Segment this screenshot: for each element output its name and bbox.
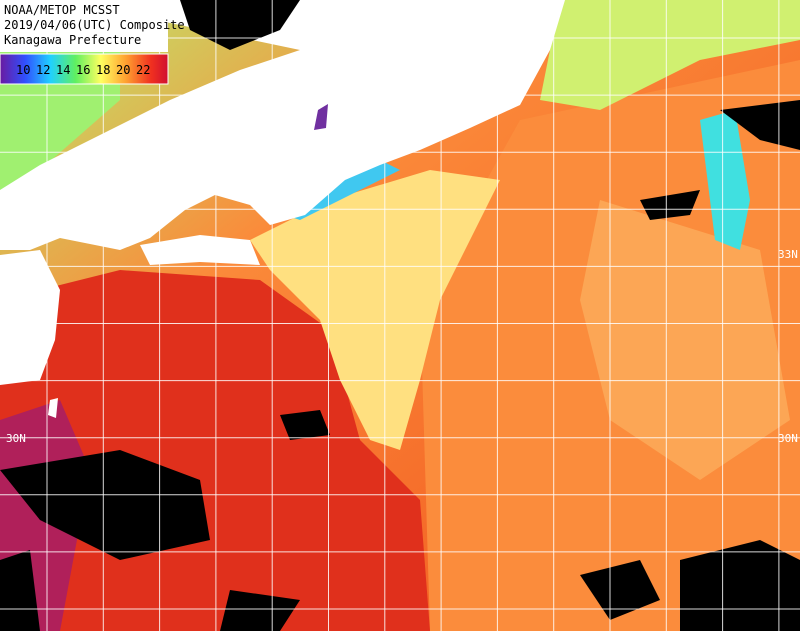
colorbar-labels: 10 12 14 16 18 20 22: [16, 63, 150, 77]
grid-label: 30N: [6, 432, 26, 445]
colorbar-label: 12: [36, 63, 50, 77]
land: [0, 0, 565, 250]
colorbar-label: 14: [56, 63, 70, 77]
grid-label: 30N: [778, 432, 798, 445]
grid-label: 33N: [778, 248, 798, 261]
header-line: Kanagawa Prefecture: [4, 33, 141, 47]
colorbar-label: 22: [136, 63, 150, 77]
lake: [314, 104, 328, 130]
cool-coast: [540, 0, 800, 110]
grid-label: 36E: [328, 2, 341, 22]
cold-patch: [700, 110, 750, 250]
colorbar-label: 16: [76, 63, 90, 77]
header-line: 2019/04/06(UTC) Composite: [4, 18, 185, 32]
cool-tongue: [250, 170, 500, 450]
colorbar-label: 10: [16, 63, 30, 77]
warm-region: [580, 200, 790, 480]
colorbar-label: 18: [96, 63, 110, 77]
colorbar-label: 20: [116, 63, 130, 77]
colorbar: [0, 53, 169, 85]
header-box: [0, 0, 168, 52]
land: [140, 235, 260, 265]
header-line: NOAA/METOP MCSST: [4, 3, 120, 17]
island: [48, 398, 58, 418]
land: [0, 250, 60, 385]
